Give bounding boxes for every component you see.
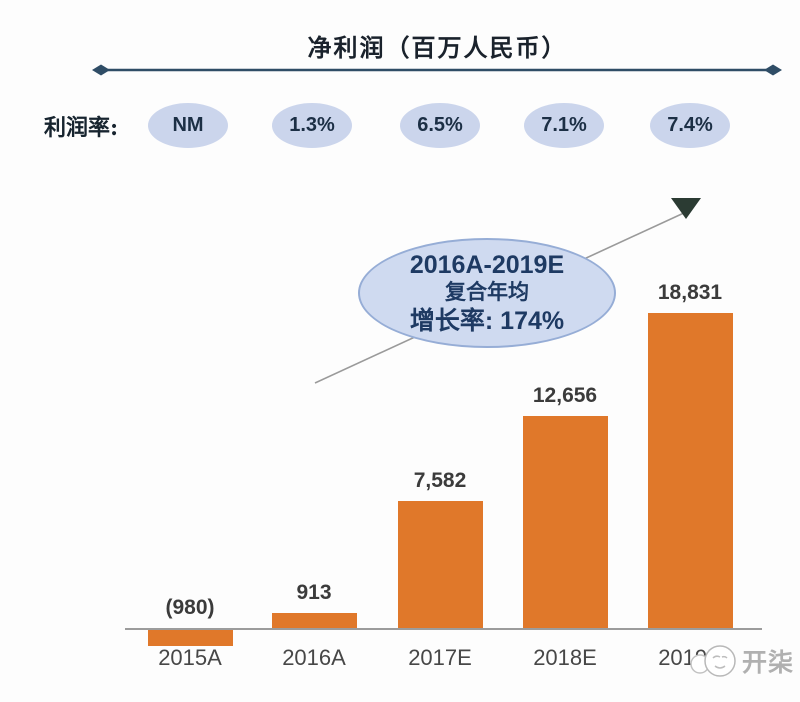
bar-2015A	[147, 630, 233, 646]
watermark-text: 开柒	[742, 649, 795, 677]
cagr-period: 2016A-2019E	[409, 251, 565, 280]
bar-2018E	[522, 416, 608, 628]
x-axis-label-2016A: 2016A	[282, 645, 346, 670]
chart-title: 净利润（百万人民币）	[307, 33, 568, 62]
profit-margin-row-label: 利润率:	[44, 115, 119, 141]
profit-margin-badge-2015A: NM	[148, 103, 228, 148]
bar-value-label-2019E: 18,831	[657, 281, 723, 304]
profit-margin-badge-2018E: 7.1%	[524, 103, 604, 148]
kaiqi-logo-icon	[690, 645, 736, 677]
x-axis-line	[125, 628, 762, 630]
cagr-annotation-bubble: 2016A-2019E 复合年均 增长率: 174%	[358, 238, 616, 348]
watermark: 开柒	[688, 640, 794, 682]
bar-value-label-2018E: 12,656	[532, 384, 598, 407]
cagr-rate: 增长率: 174%	[409, 306, 565, 335]
bar-2019E	[647, 313, 733, 628]
x-axis-label-2017E: 2017E	[408, 645, 472, 670]
bar-value-label-2017E: 7,582	[413, 469, 467, 492]
bar-value-label-2016A: 913	[296, 581, 332, 604]
bar-2016A	[271, 613, 357, 628]
profit-margin-value: 7.1%	[541, 114, 587, 136]
x-axis-label-2018E: 2018E	[533, 645, 597, 670]
profit-margin-value: 7.4%	[667, 114, 713, 136]
cagr-caption: 复合年均	[445, 281, 529, 305]
x-axis-label-2015A: 2015A	[158, 645, 222, 670]
profit-margin-value: 1.3%	[289, 114, 335, 136]
profit-margin-badge-2017E: 6.5%	[400, 103, 480, 148]
right-diamond-arrowhead-icon	[764, 64, 782, 76]
left-diamond-arrowhead-icon	[92, 64, 110, 76]
profit-margin-badge-2016A: 1.3%	[272, 103, 352, 148]
bar-2017E	[397, 501, 483, 628]
title-span-arrow	[92, 64, 782, 76]
profit-margin-value: NM	[172, 114, 204, 136]
profit-margin-value: 6.5%	[417, 114, 463, 136]
profit-margin-badge-2019E: 7.4%	[650, 103, 730, 148]
bar-value-label-2015A: (980)	[165, 596, 215, 619]
